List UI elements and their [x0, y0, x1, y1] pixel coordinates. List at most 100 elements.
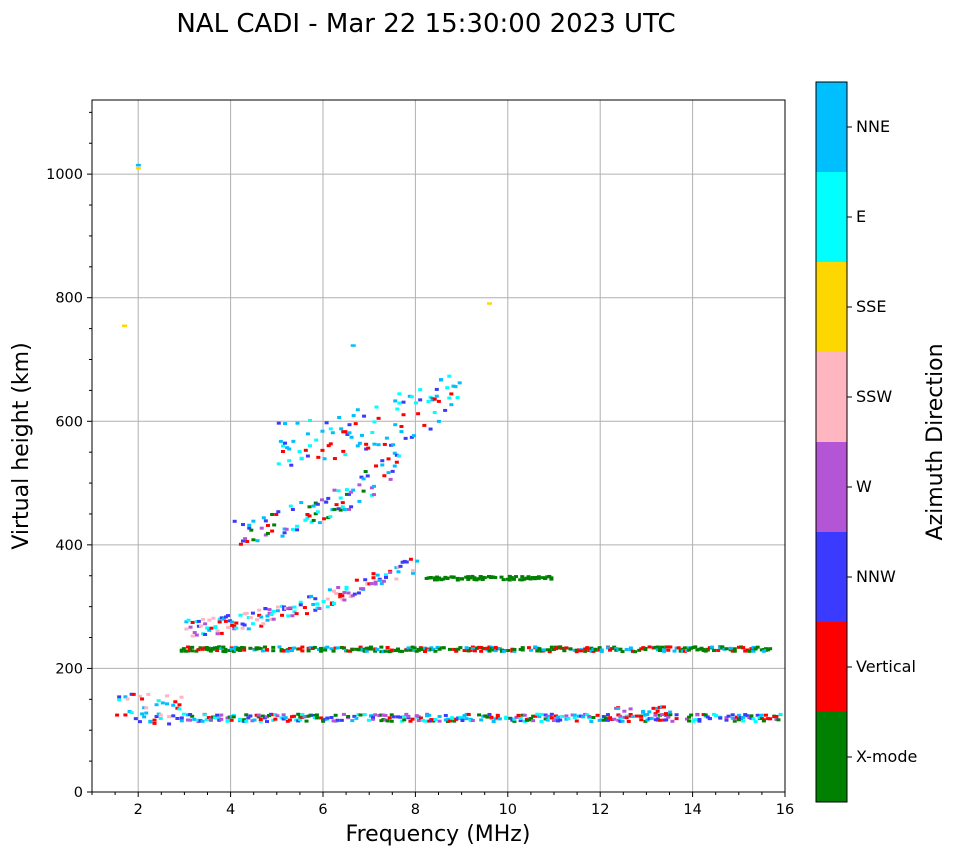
plot-frame [91, 99, 786, 793]
echo-point [198, 624, 203, 628]
echo-point [620, 650, 625, 654]
echo-point [537, 648, 542, 652]
echo-point [316, 455, 321, 459]
echo-point [242, 648, 247, 652]
echo-point [351, 414, 356, 418]
echo-point [362, 649, 367, 653]
echo-point [390, 469, 395, 473]
echo-point [443, 408, 448, 412]
echo-point [326, 444, 331, 448]
echo-point [142, 715, 147, 719]
echo-point [171, 714, 176, 718]
echo-point [204, 647, 209, 651]
echo-point [605, 646, 610, 650]
echo-point [689, 646, 694, 650]
data-layer [115, 163, 783, 726]
echo-point [464, 717, 469, 721]
echo-point [346, 649, 351, 653]
echo-point [693, 645, 698, 649]
echo-point [507, 574, 512, 578]
echo-point [549, 577, 554, 581]
echo-point [246, 616, 251, 620]
y-tick-label: 1000 [46, 167, 83, 183]
echo-point [379, 582, 384, 586]
echo-point [263, 607, 268, 611]
echo-point [333, 719, 338, 723]
echo-point [641, 710, 646, 714]
echo-point [350, 344, 356, 347]
echo-point [299, 501, 304, 505]
echo-point [265, 523, 270, 527]
echo-point [282, 531, 287, 535]
echo-point [751, 649, 756, 653]
echo-point [697, 647, 702, 651]
echo-point [470, 574, 475, 578]
echo-point [545, 648, 550, 652]
echo-point [200, 719, 205, 723]
echo-point [352, 592, 357, 596]
echo-point [335, 646, 340, 650]
echo-point [287, 718, 292, 722]
echo-point [434, 394, 439, 398]
echo-point [201, 617, 206, 621]
echo-point [587, 649, 592, 653]
echo-point [324, 500, 329, 504]
echo-point [288, 606, 293, 610]
echo-point [232, 627, 237, 631]
echo-point [539, 719, 544, 723]
echo-point [428, 427, 433, 431]
echo-point [346, 591, 351, 595]
echo-point [255, 539, 260, 543]
echo-point [269, 617, 274, 621]
echo-point [751, 717, 756, 721]
echo-point [487, 649, 492, 653]
echo-point [532, 577, 537, 581]
echo-point [418, 646, 423, 650]
echo-point [741, 646, 746, 650]
echo-point [281, 713, 286, 717]
echo-point [554, 645, 558, 649]
echo-point [196, 648, 201, 652]
echo-point [497, 647, 502, 651]
y-tick-label: 200 [55, 661, 83, 677]
echo-point [373, 713, 378, 717]
echo-point [478, 575, 483, 579]
echo-point [624, 714, 629, 718]
echo-point [135, 163, 141, 167]
echo-point [309, 594, 314, 598]
echo-point [225, 716, 230, 720]
echo-point [726, 714, 731, 718]
echo-point [334, 591, 339, 595]
echo-point [432, 397, 437, 401]
echo-point [400, 649, 405, 653]
echo-point [450, 716, 455, 720]
echo-point [371, 717, 376, 721]
echo-point [270, 529, 275, 533]
echo-point [431, 647, 436, 651]
echo-point [348, 649, 353, 653]
echo-point [456, 647, 461, 651]
echo-point [481, 646, 486, 650]
echo-point [215, 629, 220, 633]
echo-point [437, 576, 442, 580]
echo-point [298, 603, 303, 607]
y-tick-label: 600 [55, 414, 83, 430]
echo-point [330, 508, 335, 512]
echo-point [549, 645, 554, 649]
echo-point [562, 649, 567, 653]
echo-point [491, 720, 496, 724]
echo-point [256, 715, 261, 719]
echo-point [608, 648, 613, 652]
echo-point [398, 564, 403, 568]
echo-point [597, 646, 602, 650]
echo-point [354, 578, 359, 582]
echo-point [449, 392, 454, 396]
echo-point [574, 719, 579, 723]
echo-point [263, 519, 268, 523]
echo-point [329, 602, 334, 606]
echo-point [343, 453, 348, 457]
echo-point [547, 574, 552, 578]
echo-point [223, 615, 228, 619]
echo-point [177, 703, 182, 707]
echo-point [215, 646, 220, 650]
